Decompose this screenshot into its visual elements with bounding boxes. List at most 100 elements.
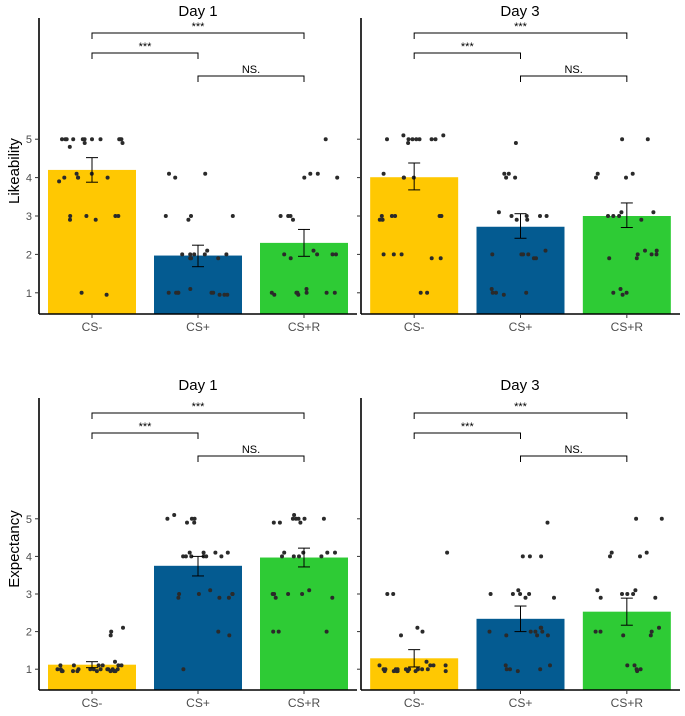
data-point-cs+ [513, 141, 518, 145]
data-point-cs+r [594, 175, 598, 180]
data-point-cs- [113, 214, 118, 218]
x-tick-label: CS+R [611, 696, 644, 710]
data-point-cs- [118, 137, 123, 142]
data-point-cs- [79, 290, 84, 295]
data-point-cs- [67, 144, 72, 149]
significance-label: *** [461, 421, 475, 433]
data-point-cs+r [621, 633, 626, 638]
data-point-cs+ [202, 252, 207, 257]
data-point-cs+r [296, 292, 301, 297]
chart-panel-2: Day 3 CS- CS+ CS+R *** *** NS. [357, 3, 680, 334]
y-tick-label: 2 [26, 627, 32, 639]
data-point-cs- [63, 137, 68, 142]
data-point-cs- [105, 175, 110, 180]
data-point-cs+r [598, 595, 603, 600]
y-tick-label: 1 [26, 288, 32, 300]
x-tick-label: CS+ [509, 696, 533, 710]
x-tick-label: CS+R [611, 320, 644, 334]
data-point-cs+ [523, 595, 528, 600]
data-point-cs- [401, 133, 406, 138]
data-point-cs+ [217, 595, 222, 600]
data-point-cs+ [189, 256, 194, 261]
data-point-cs+r [634, 516, 639, 521]
data-point-cs+ [189, 516, 194, 521]
data-point-cs+ [192, 520, 197, 525]
data-point-cs+ [201, 550, 206, 555]
data-point-cs+ [180, 252, 185, 257]
data-point-cs+r [618, 287, 623, 291]
data-point-cs+ [176, 595, 181, 600]
data-point-cs+r [272, 292, 277, 297]
data-point-cs+ [518, 592, 523, 596]
data-point-cs- [58, 663, 63, 668]
data-point-cs+ [183, 554, 188, 559]
data-point-cs+ [226, 595, 231, 600]
data-point-cs+r [611, 214, 616, 218]
data-point-cs+ [552, 595, 556, 600]
significance-bracket [91, 52, 199, 59]
data-point-cs+ [502, 171, 507, 176]
y-axis-label: Expectancy [6, 510, 23, 588]
data-point-cs+r [644, 550, 649, 555]
data-point-cs+r [649, 252, 654, 257]
data-point-cs+r [595, 171, 600, 176]
chart-panel-1: Day 1 Likeability 1 2 3 4 5 CS- CS+ CS+R *** *** NS. [6, 3, 357, 334]
data-point-cs+r [288, 256, 293, 261]
data-point-cs+r [278, 214, 283, 218]
data-point-cs+ [172, 513, 177, 517]
data-point-cs+r [643, 248, 647, 253]
data-point-cs+r [620, 592, 624, 596]
data-point-cs- [68, 217, 72, 222]
data-point-cs+r [624, 290, 629, 295]
data-point-cs+r [624, 175, 628, 180]
data-point-cs- [406, 141, 411, 145]
data-point-cs- [395, 669, 400, 674]
chart-title: Day 1 [178, 3, 217, 20]
data-point-cs+ [189, 214, 193, 218]
data-point-cs- [96, 663, 101, 668]
data-point-cs+r [645, 137, 650, 142]
data-point-cs- [428, 663, 433, 668]
chart-title: Day 3 [500, 3, 539, 20]
x-tick-label: CS+ [186, 696, 210, 710]
data-point-cs+r [332, 290, 337, 295]
significance-label: *** [514, 21, 528, 33]
data-point-cs- [382, 669, 387, 674]
data-point-cs- [91, 667, 96, 672]
data-point-cs+ [166, 290, 171, 295]
data-point-cs+ [524, 290, 529, 295]
data-point-cs- [88, 667, 93, 672]
data-point-cs+r [277, 520, 282, 525]
data-point-cs+ [490, 290, 495, 295]
data-point-cs+ [230, 214, 235, 218]
data-point-cs+ [225, 292, 230, 297]
data-point-cs+ [167, 171, 171, 176]
significance-bracket [413, 32, 628, 39]
significance-label: *** [139, 41, 153, 53]
data-point-cs+r [630, 171, 635, 176]
data-point-cs+ [525, 217, 530, 222]
data-point-cs+r [286, 592, 291, 596]
data-point-cs+r [657, 625, 661, 630]
data-point-cs- [98, 137, 103, 142]
data-point-cs+ [534, 256, 538, 261]
data-point-cs+ [176, 290, 181, 295]
data-point-cs+ [539, 554, 544, 559]
data-point-cs+r [324, 629, 329, 634]
data-point-cs- [433, 137, 438, 142]
data-point-cs+r [304, 287, 309, 291]
data-point-cs+ [501, 292, 506, 297]
data-point-cs+r [308, 171, 313, 176]
data-point-cs- [420, 629, 425, 634]
chart-panel-3: Day 1 Expectancy 1 2 3 4 5 CS- CS+ CS+R *** *** NS. [6, 377, 357, 710]
data-point-cs+r [334, 252, 338, 257]
significance-label: *** [514, 401, 528, 413]
data-point-cs+r [654, 252, 659, 257]
data-point-cs- [94, 669, 99, 674]
data-point-cs- [418, 290, 423, 295]
data-point-cs- [93, 217, 98, 222]
data-point-cs- [399, 633, 403, 638]
bar-csminus [370, 177, 459, 314]
data-point-cs+r [297, 554, 301, 559]
data-point-cs+ [203, 171, 208, 176]
